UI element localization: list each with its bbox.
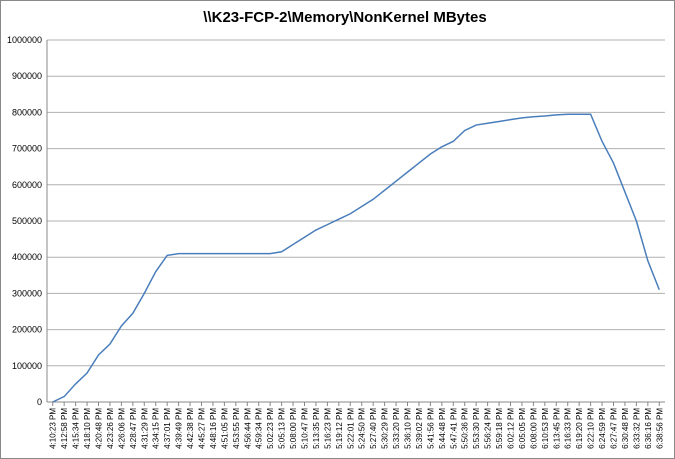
x-tick-label: 6:16:33 PM bbox=[564, 408, 573, 449]
x-tick-label: 5:41:56 PM bbox=[426, 408, 435, 449]
x-tick-label: 6:27:47 PM bbox=[610, 408, 619, 449]
x-tick-label: 6:05:05 PM bbox=[518, 408, 527, 449]
x-tick-label: 4:45:27 PM bbox=[198, 408, 207, 449]
x-tick-label: 5:56:24 PM bbox=[484, 408, 493, 449]
x-tick-label: 5:33:20 PM bbox=[392, 408, 401, 449]
x-tick-label: 6:24:59 PM bbox=[598, 408, 607, 449]
x-tick-label: 4:31:29 PM bbox=[140, 408, 149, 449]
x-tick-label: 4:59:34 PM bbox=[255, 408, 264, 449]
x-tick-label: 6:38:56 PM bbox=[655, 408, 664, 449]
y-tick-label: 900000 bbox=[12, 71, 42, 81]
x-tick-label: 4:39:49 PM bbox=[175, 408, 184, 449]
x-tick-label: 5:44:48 PM bbox=[438, 408, 447, 449]
x-tick-label: 4:28:47 PM bbox=[129, 408, 138, 449]
x-tick-label: 6:30:48 PM bbox=[621, 408, 630, 449]
x-tick-label: 5:05:13 PM bbox=[278, 408, 287, 449]
chart-title: \\K23-FCP-2\Memory\NonKernel MBytes bbox=[203, 9, 486, 26]
y-tick-label: 300000 bbox=[12, 288, 42, 298]
x-tick-label: 6:33:32 PM bbox=[632, 408, 641, 449]
x-tick-label: 6:19:20 PM bbox=[575, 408, 584, 449]
x-tick-label: 4:18:10 PM bbox=[83, 408, 92, 449]
x-tick-label: 6:22:10 PM bbox=[587, 408, 596, 449]
x-tick-label: 5:02:23 PM bbox=[266, 408, 275, 449]
x-tick-label: 4:51:05 PM bbox=[220, 408, 229, 449]
x-tick-label: 5:10:47 PM bbox=[301, 408, 310, 449]
x-tick-label: 4:10:23 PM bbox=[49, 408, 58, 449]
x-tick-label: 5:24:50 PM bbox=[358, 408, 367, 449]
x-tick-label: 5:59:18 PM bbox=[495, 408, 504, 449]
x-tick-label: 6:36:16 PM bbox=[644, 408, 653, 449]
x-tick-label: 6:13:45 PM bbox=[552, 408, 561, 449]
x-tick-label: 4:53:55 PM bbox=[232, 408, 241, 449]
y-tick-label: 1000000 bbox=[7, 35, 42, 45]
x-tick-label: 5:19:12 PM bbox=[335, 408, 344, 449]
y-tick-label: 700000 bbox=[12, 144, 42, 154]
y-tick-label: 100000 bbox=[12, 361, 42, 371]
x-tick-label: 5:30:29 PM bbox=[381, 408, 390, 449]
y-tick-label: 0 bbox=[37, 397, 42, 407]
x-tick-label: 6:08:00 PM bbox=[529, 408, 538, 449]
x-tick-label: 4:56:44 PM bbox=[243, 408, 252, 449]
x-tick-label: 5:08:00 PM bbox=[289, 408, 298, 449]
x-tick-label: 4:12:58 PM bbox=[60, 408, 69, 449]
line-series bbox=[52, 113, 660, 403]
x-tick-label: 4:37:01 PM bbox=[163, 408, 172, 449]
x-tick-label: 4:42:38 PM bbox=[186, 408, 195, 449]
x-tick-label: 4:15:34 PM bbox=[72, 408, 81, 449]
x-tick-label: 6:10:53 PM bbox=[541, 408, 550, 449]
x-tick-label: 5:16:23 PM bbox=[323, 408, 332, 449]
x-tick-label: 4:34:15 PM bbox=[152, 408, 161, 449]
y-tick-label: 800000 bbox=[12, 107, 42, 117]
x-tick-label: 4:48:16 PM bbox=[209, 408, 218, 449]
x-tick-label: 4:23:26 PM bbox=[106, 408, 115, 449]
x-tick-label: 5:53:30 PM bbox=[472, 408, 481, 449]
y-tick-label: 400000 bbox=[12, 252, 42, 262]
x-tick-label: 6:02:12 PM bbox=[507, 408, 516, 449]
x-tick-label: 5:27:40 PM bbox=[369, 408, 378, 449]
x-tick-label: 5:22:01 PM bbox=[346, 408, 355, 449]
x-tick-label: 5:39:02 PM bbox=[415, 408, 424, 449]
x-tick-label: 5:13:35 PM bbox=[312, 408, 321, 449]
y-tick-label: 200000 bbox=[12, 325, 42, 335]
x-tick-label: 4:20:48 PM bbox=[95, 408, 104, 449]
x-tick-label: 4:26:06 PM bbox=[117, 408, 126, 449]
y-tick-label: 500000 bbox=[12, 216, 42, 226]
x-tick-label: 5:36:10 PM bbox=[404, 408, 413, 449]
y-tick-label: 600000 bbox=[12, 180, 42, 190]
x-tick-label: 5:50:36 PM bbox=[461, 408, 470, 449]
x-tick-label: 5:47:41 PM bbox=[449, 408, 458, 449]
